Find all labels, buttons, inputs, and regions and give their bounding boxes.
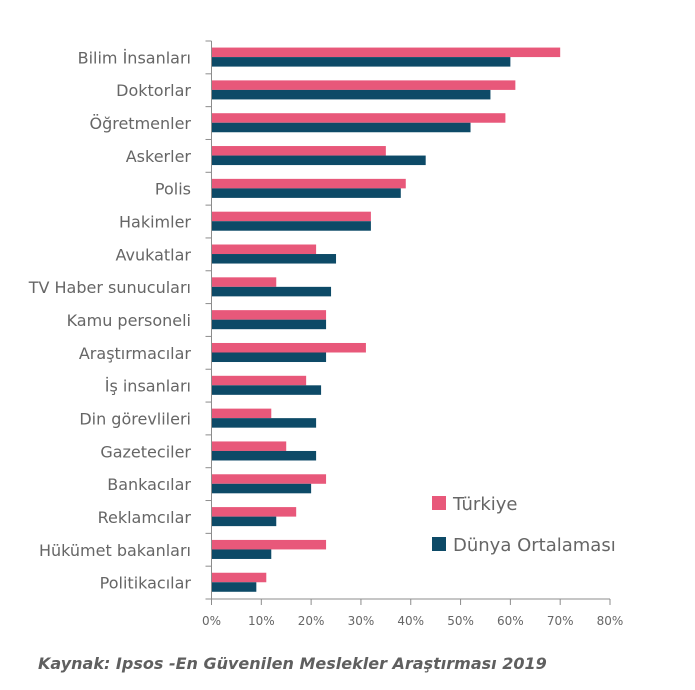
category-label: Avukatlar <box>115 245 191 264</box>
x-tick-label: 10% <box>248 614 275 628</box>
bar-dunya-ortalamasi-hukumet-bakanlari <box>211 549 272 559</box>
bar-dunya-ortalamasi-gazeteciler <box>211 450 317 461</box>
bar-dunya-ortalamasi-doktorlar <box>211 89 491 100</box>
bar-dunya-ortalamasi-arastirmacilar <box>211 352 327 363</box>
bars-group <box>211 47 561 592</box>
legend: Türkiye Dünya Ortalaması <box>432 494 616 556</box>
category-label: Polis <box>155 180 191 199</box>
category-label: Reklamcılar <box>98 508 192 527</box>
bar-turkiye-din-gorevlileri <box>211 408 272 419</box>
bar-dunya-ortalamasi-din-gorevlileri <box>211 418 317 428</box>
x-tick-labels: 0% 10% 20% 30% 40% 50% 60% 70% 80% <box>202 614 623 628</box>
bar-dunya-ortalamasi-reklamcilar <box>211 516 277 527</box>
x-tick-label: 50% <box>447 614 474 628</box>
category-label: TV Haber sunucuları <box>28 278 191 297</box>
bar-turkiye-politikacilar <box>211 572 267 583</box>
category-label: Bilim İnsanları <box>78 48 191 67</box>
bar-turkiye-askerler <box>211 146 386 156</box>
category-label: Öğretmenler <box>89 114 191 133</box>
bar-dunya-ortalamasi-askerler <box>211 155 426 166</box>
bar-dunya-ortalamasi-hakimler <box>211 221 371 231</box>
bar-turkiye-bankacilar <box>211 474 327 484</box>
bar-turkiye-kamu-personeli <box>211 310 327 320</box>
category-label: Araştırmacılar <box>79 344 192 363</box>
bar-chart: Bilim İnsanları Doktorlar Öğretmenler Asker… <box>28 40 623 628</box>
bar-turkiye-bilim-i-nsanlari <box>211 47 561 58</box>
bar-dunya-ortalamasi-bilim-i-nsanlari <box>211 57 511 67</box>
x-tick-label: 60% <box>497 614 524 628</box>
bar-turkiye-i-s-insanlari <box>211 375 307 386</box>
bar-turkiye-doktorlar <box>211 80 516 90</box>
bar-dunya-ortalamasi-i-s-insanlari <box>211 385 322 395</box>
source-caption: Kaynak: Ipsos -En Güvenilen Meslekler Ar… <box>38 654 547 673</box>
bar-dunya-ortalamasi-kamu-personeli <box>211 319 327 330</box>
bar-dunya-ortalamasi-bankacilar <box>211 483 312 494</box>
legend-label-dunya-ortalamasi: Dünya Ortalaması <box>453 535 616 556</box>
bar-dunya-ortalamasi-tv-haber-sunuculari <box>211 286 332 297</box>
x-tick-label: 80% <box>597 614 624 628</box>
category-label: Din görevlileri <box>79 409 191 428</box>
x-tick-label: 40% <box>397 614 424 628</box>
legend-swatch-turkiye <box>432 496 446 510</box>
bar-turkiye-hukumet-bakanlari <box>211 539 327 550</box>
bar-turkiye-ogretmenler <box>211 113 506 123</box>
category-label: Politikacılar <box>100 574 192 593</box>
bar-turkiye-reklamcilar <box>211 507 297 517</box>
x-tick-label: 20% <box>298 614 325 628</box>
category-label: Hükümet bakanları <box>39 541 191 560</box>
bar-turkiye-tv-haber-sunuculari <box>211 277 277 287</box>
bar-turkiye-avukatlar <box>211 244 317 255</box>
legend-swatch-dunya-ortalamasi <box>432 537 446 551</box>
category-label: Kamu personeli <box>67 311 191 330</box>
bar-turkiye-arastirmacilar <box>211 342 366 353</box>
category-label: Bankacılar <box>107 475 191 494</box>
category-label: Askerler <box>126 147 192 166</box>
bar-dunya-ortalamasi-ogretmenler <box>211 122 471 133</box>
x-tick-label: 30% <box>348 614 375 628</box>
category-label: İş insanları <box>105 377 191 396</box>
axes-group <box>205 40 611 605</box>
category-label: Doktorlar <box>116 81 191 100</box>
legend-label-turkiye: Türkiye <box>452 494 518 515</box>
category-labels: Bilim İnsanları Doktorlar Öğretmenler Asker… <box>28 48 192 592</box>
bar-dunya-ortalamasi-politikacilar <box>211 582 257 592</box>
category-label: Hakimler <box>119 213 191 232</box>
bar-turkiye-polis <box>211 178 406 189</box>
category-label: Gazeteciler <box>100 442 191 461</box>
x-tick-label: 0% <box>202 614 221 628</box>
bar-dunya-ortalamasi-polis <box>211 188 401 198</box>
bar-turkiye-gazeteciler <box>211 441 287 451</box>
bar-turkiye-hakimler <box>211 211 371 222</box>
bar-dunya-ortalamasi-avukatlar <box>211 254 337 264</box>
x-tick-label: 70% <box>547 614 574 628</box>
